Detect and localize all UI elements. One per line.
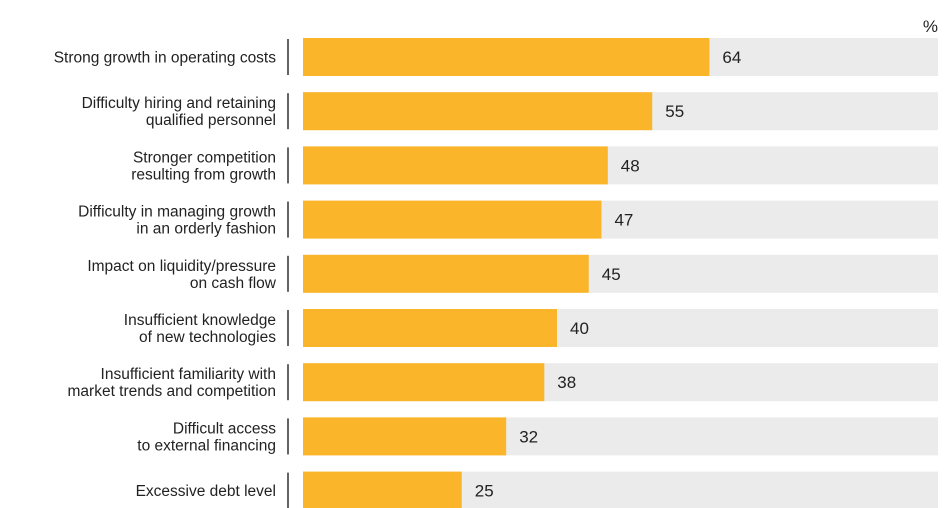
- bar: [303, 471, 462, 508]
- category-label: Excessive debt level: [136, 483, 276, 500]
- category-label-line: of new technologies: [139, 329, 276, 346]
- category-label-line: market trends and competition: [68, 383, 277, 400]
- value-label: 47: [614, 211, 633, 230]
- category-label-line: in an orderly fashion: [136, 221, 276, 238]
- value-label: 40: [570, 319, 589, 338]
- bar-rows: 64 Strong growth in operating costs 55 Diff…: [54, 38, 938, 508]
- bar: [303, 200, 602, 239]
- value-label: 48: [621, 156, 640, 175]
- category-label: Strong growth in operating costs: [54, 50, 277, 67]
- bar-row: 45 Impact on liquidity/pressure on cash fl…: [87, 254, 938, 293]
- bar-row: 55 Difficulty hiring and retaining qualifi…: [82, 92, 938, 131]
- category-label: Impact on liquidity/pressure on cash flow: [87, 258, 276, 292]
- bar-row: 47 Difficulty in managing growth in an ord…: [78, 200, 938, 239]
- unit-label: %: [923, 17, 938, 36]
- bar-row: 40 Insufficient knowledge of new technolog…: [124, 309, 938, 347]
- value-label: 38: [557, 373, 576, 392]
- category-label-line: on cash flow: [190, 275, 277, 292]
- bar-row: 38 Insufficient familiarity with market tr…: [68, 363, 938, 402]
- bar: [303, 417, 507, 456]
- bar-row: 48 Stronger competition resulting from gro…: [131, 146, 938, 185]
- value-label: 25: [475, 482, 494, 501]
- category-label-line: resulting from growth: [131, 166, 276, 183]
- bar-row: 32 Difficult access to external financing: [137, 417, 938, 456]
- category-label: Difficult access to external financing: [137, 420, 276, 454]
- category-label-line: to external financing: [137, 437, 276, 454]
- value-label: 55: [665, 102, 684, 121]
- category-label-line: Strong growth in operating costs: [54, 50, 277, 67]
- bar: [303, 92, 653, 131]
- category-label: Insufficient knowledge of new technologie…: [124, 312, 276, 346]
- bar: [303, 146, 608, 185]
- category-label: Difficulty in managing growth in an order…: [78, 204, 276, 238]
- bar: [303, 309, 557, 347]
- bar: [303, 363, 545, 402]
- category-label: Insufficient familiarity with market tren…: [68, 366, 277, 400]
- category-label-line: Difficulty in managing growth: [78, 204, 276, 221]
- bar-row: 25 Excessive debt level: [136, 471, 938, 508]
- bar-row: 64 Strong growth in operating costs: [54, 38, 938, 76]
- category-label: Difficulty hiring and retaining qualified…: [82, 95, 276, 129]
- category-label: Stronger competition resulting from growt…: [131, 149, 276, 183]
- category-label-line: Insufficient knowledge: [124, 312, 276, 329]
- bar: [303, 254, 589, 293]
- category-label-line: Difficult access: [173, 420, 276, 437]
- category-label-line: Impact on liquidity/pressure: [87, 258, 276, 275]
- category-label-line: Difficulty hiring and retaining: [82, 95, 276, 112]
- category-label-line: Insufficient familiarity with: [101, 366, 276, 383]
- category-label-line: Excessive debt level: [136, 483, 276, 500]
- value-label: 45: [602, 265, 621, 284]
- value-label: 64: [722, 48, 741, 67]
- category-label-line: Stronger competition: [133, 149, 276, 166]
- category-label-line: qualified personnel: [146, 112, 276, 129]
- value-label: 32: [519, 427, 538, 446]
- bar: [303, 38, 710, 76]
